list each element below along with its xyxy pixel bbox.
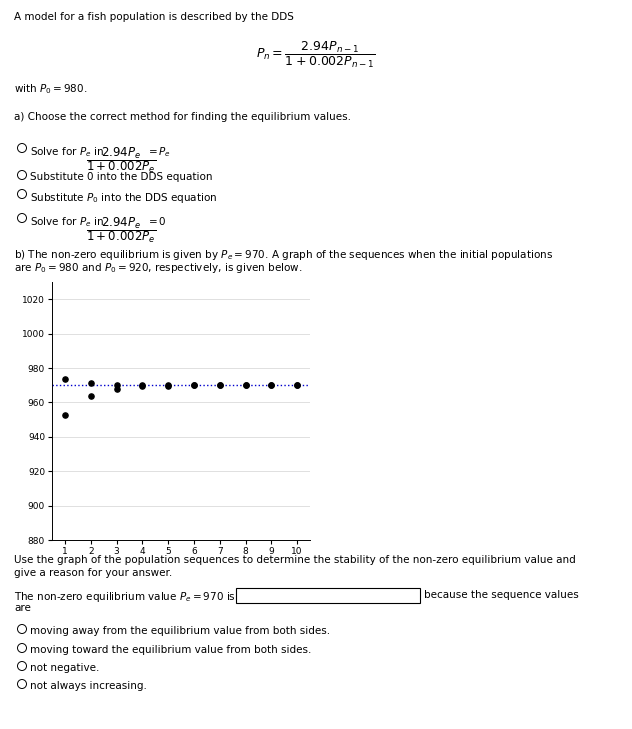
Text: are $P_0 = 980$ and $P_0 = 920$, respectively, is given below.: are $P_0 = 980$ and $P_0 = 920$, respect…: [14, 261, 303, 275]
Text: a) Choose the correct method for finding the equilibrium values.: a) Choose the correct method for finding…: [14, 112, 351, 122]
Point: [215, 379, 225, 391]
Point: [163, 379, 173, 391]
Point: [137, 379, 147, 391]
Text: $= P_e$: $= P_e$: [145, 145, 171, 159]
Text: moving away from the equilibrium value from both sides.: moving away from the equilibrium value f…: [30, 626, 330, 636]
Point: [266, 379, 276, 391]
Text: because the sequence values: because the sequence values: [424, 590, 579, 600]
Text: $\dfrac{2.94P_e}{1+0.002P_e}$: $\dfrac{2.94P_e}{1+0.002P_e}$: [85, 145, 155, 175]
Point: [34, 465, 44, 477]
Point: [60, 410, 70, 421]
Point: [111, 383, 121, 394]
Text: with $P_0 = 980$.: with $P_0 = 980$.: [14, 82, 87, 95]
Text: $= 0$: $= 0$: [145, 215, 166, 227]
Text: Use the graph of the population sequences to determine the stability of the non-: Use the graph of the population sequence…: [14, 555, 576, 565]
Point: [240, 379, 250, 391]
Text: moving toward the equilibrium value from both sides.: moving toward the equilibrium value from…: [30, 645, 312, 655]
Point: [189, 379, 199, 391]
Text: Substitute $P_0$ into the DDS equation: Substitute $P_0$ into the DDS equation: [30, 191, 217, 205]
Point: [215, 379, 225, 391]
Point: [163, 380, 173, 391]
Text: b) The non-zero equilibrium is given by $P_e = 970$. A graph of the sequences wh: b) The non-zero equilibrium is given by …: [14, 248, 553, 262]
FancyBboxPatch shape: [236, 588, 420, 603]
Text: Solve for $P_e$ in: Solve for $P_e$ in: [30, 215, 105, 229]
Point: [292, 379, 302, 391]
Point: [60, 373, 70, 385]
Text: $P_n = \dfrac{2.94P_{n-1}}{1+0.002P_{n-1}}$: $P_n = \dfrac{2.94P_{n-1}}{1+0.002P_{n-1…: [256, 40, 376, 70]
Text: not negative.: not negative.: [30, 663, 99, 673]
Text: The non-zero equilibrium value $P_e = 970$ is: The non-zero equilibrium value $P_e = 97…: [14, 590, 236, 604]
Text: Solve for $P_e$ in: Solve for $P_e$ in: [30, 145, 105, 159]
Point: [86, 390, 96, 402]
Point: [34, 362, 44, 374]
Text: $\dfrac{2.94P_e}{1+0.002P_e}$: $\dfrac{2.94P_e}{1+0.002P_e}$: [85, 215, 155, 245]
Text: are: are: [14, 603, 31, 613]
Text: give a reason for your answer.: give a reason for your answer.: [14, 568, 173, 578]
Point: [240, 379, 250, 391]
Text: A model for a fish population is described by the DDS: A model for a fish population is describ…: [14, 12, 294, 22]
Point: [189, 380, 199, 391]
Point: [111, 378, 121, 390]
Text: not always increasing.: not always increasing.: [30, 681, 147, 691]
Text: Substitute 0 into the DDS equation: Substitute 0 into the DDS equation: [30, 172, 212, 182]
Point: [86, 378, 96, 389]
Point: [137, 381, 147, 392]
Point: [292, 379, 302, 391]
Point: [266, 379, 276, 391]
